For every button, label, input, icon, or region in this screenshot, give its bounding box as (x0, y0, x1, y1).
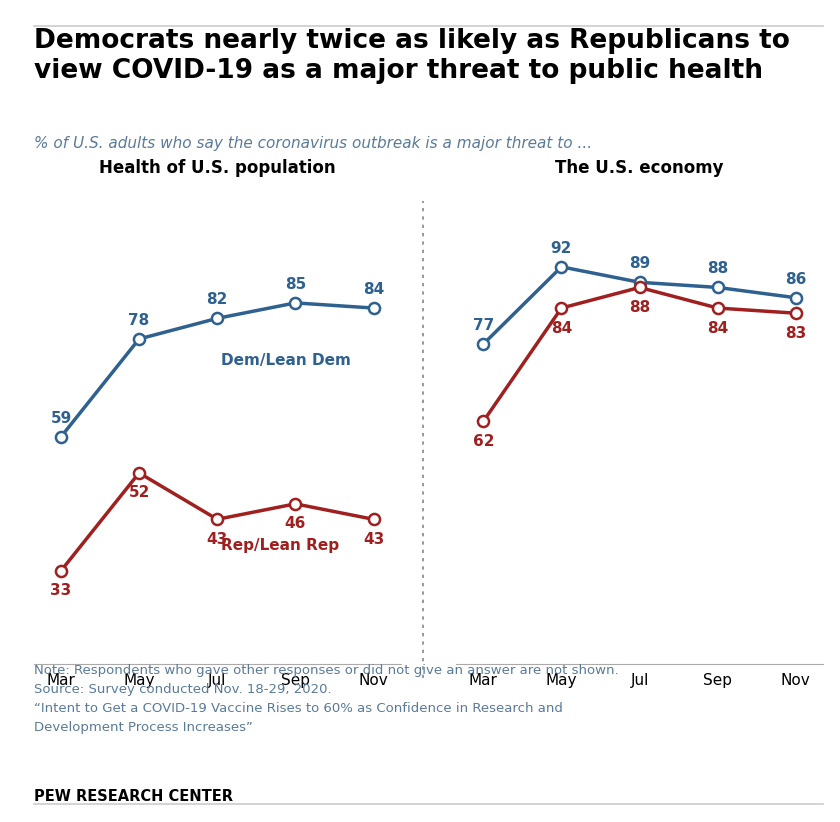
Text: 43: 43 (207, 532, 228, 547)
Text: 89: 89 (629, 256, 650, 271)
Text: 52: 52 (129, 486, 150, 501)
Text: PEW RESEARCH CENTER: PEW RESEARCH CENTER (34, 788, 233, 804)
Text: 86: 86 (785, 271, 806, 287)
Text: Democrats nearly twice as likely as Republicans to
view COVID-19 as a major thre: Democrats nearly twice as likely as Repu… (34, 28, 790, 84)
Text: 92: 92 (551, 241, 572, 256)
Text: 88: 88 (707, 261, 728, 276)
Text: 78: 78 (129, 313, 150, 328)
Text: 84: 84 (551, 321, 572, 335)
Text: 77: 77 (473, 318, 494, 333)
Text: 62: 62 (473, 434, 494, 449)
Text: % of U.S. adults who say the coronavirus outbreak is a major threat to ...: % of U.S. adults who say the coronavirus… (34, 136, 591, 151)
Text: 82: 82 (207, 293, 228, 307)
Text: Rep/Lean Rep: Rep/Lean Rep (221, 538, 339, 553)
Text: Dem/Lean Dem: Dem/Lean Dem (221, 353, 351, 367)
Text: 84: 84 (363, 282, 384, 297)
Text: 46: 46 (285, 516, 306, 531)
Title: Health of U.S. population: Health of U.S. population (99, 159, 335, 178)
Text: 88: 88 (629, 300, 650, 315)
Text: 33: 33 (50, 584, 71, 598)
Text: 84: 84 (707, 321, 728, 335)
Text: 85: 85 (285, 277, 306, 292)
Text: Note: Respondents who gave other responses or did not give an answer are not sho: Note: Respondents who gave other respons… (34, 663, 618, 733)
Text: 43: 43 (363, 532, 384, 547)
Text: 83: 83 (785, 326, 806, 340)
Text: 59: 59 (50, 411, 71, 426)
Title: The U.S. economy: The U.S. economy (555, 159, 724, 178)
